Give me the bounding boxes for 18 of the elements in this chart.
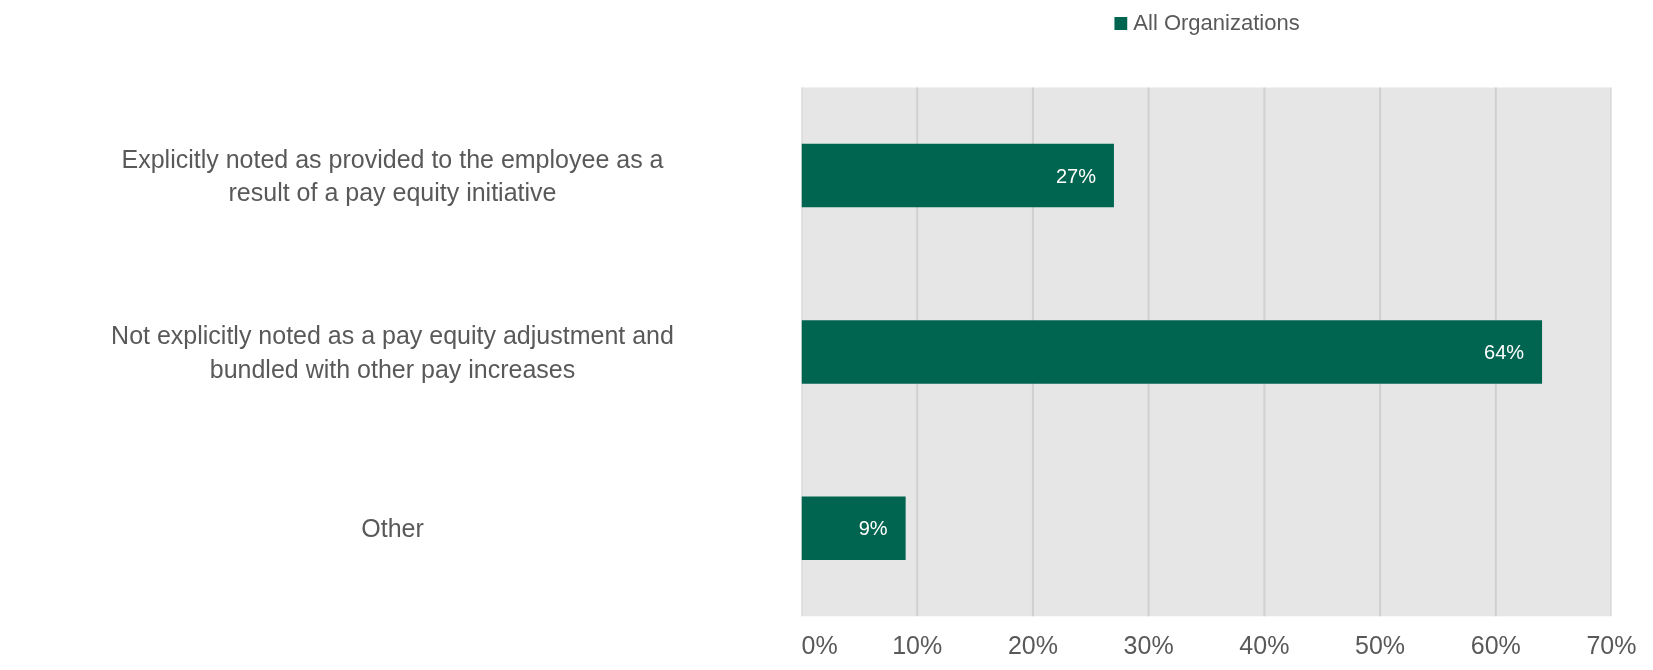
legend-label: All Organizations xyxy=(1133,10,1300,36)
x-tick-label: 0% xyxy=(801,630,838,659)
bar xyxy=(801,496,906,561)
x-tick-label: 20% xyxy=(1007,630,1058,659)
x-tick-label: 70% xyxy=(1586,630,1637,659)
y-tick-label: Not explicitly noted as a pay equity adjustment and bundled with other pay increases xyxy=(111,321,674,383)
data-label: 27% xyxy=(1055,164,1097,187)
x-tick-label: 30% xyxy=(1123,630,1174,659)
data-label: 64% xyxy=(1484,340,1525,363)
x-tick-label: 40% xyxy=(1239,630,1290,659)
bar xyxy=(801,143,1114,208)
y-tick-label: Other xyxy=(361,514,424,543)
y-tick-label: Explicitly noted as provided to the employee as a result of a pay equity initiative xyxy=(121,144,664,207)
bar xyxy=(801,320,1543,384)
x-tick-label: 10% xyxy=(892,630,943,659)
x-tick-label: 50% xyxy=(1355,630,1406,659)
data-label: 9% xyxy=(858,517,888,540)
x-tick-label: 60% xyxy=(1470,630,1521,659)
